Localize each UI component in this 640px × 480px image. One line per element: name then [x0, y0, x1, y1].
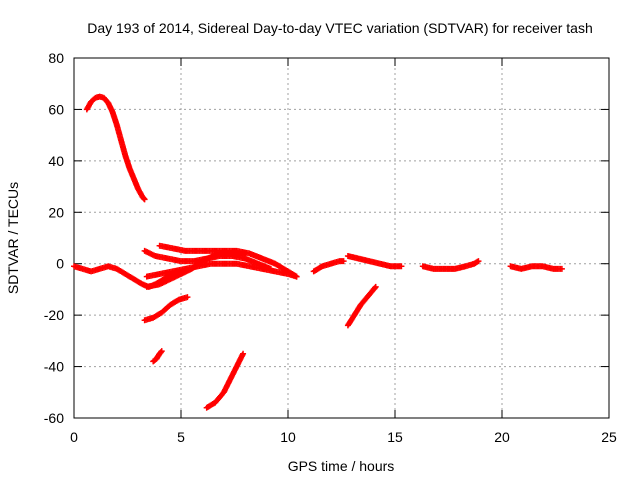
grid [74, 58, 609, 418]
series-arc-4 [156, 242, 300, 280]
y-tick-label: 0 [56, 256, 64, 272]
y-tick-label: 80 [48, 50, 64, 66]
data-point [340, 258, 347, 265]
series-arc-9 [203, 350, 247, 411]
y-tick-label: -40 [44, 359, 64, 375]
series-arc-1 [83, 93, 148, 203]
series-arc-13 [419, 258, 482, 272]
data-point [372, 283, 379, 290]
data-point [184, 294, 191, 301]
data-point [267, 265, 274, 272]
axis-ticks: 0 5 10 15 20 25 -60 -40 -20 0 20 40 60 80 [44, 50, 617, 445]
plot-frame [73, 57, 610, 419]
series-arc-11 [344, 253, 405, 270]
data-point [293, 273, 300, 280]
series-arc-8 [150, 348, 165, 365]
x-tick-label: 15 [387, 429, 403, 445]
chart-title: Day 193 of 2014, Sidereal Day-to-day VTE… [87, 20, 593, 36]
data-point [558, 265, 565, 272]
y-tick-label: 60 [48, 101, 64, 117]
x-tick-label: 10 [280, 429, 296, 445]
y-tick-label: -60 [44, 410, 64, 426]
series-arc-12 [344, 283, 379, 329]
data-point [240, 350, 247, 357]
data-point [475, 258, 482, 265]
series-arc-7 [141, 294, 191, 324]
data-point [398, 263, 405, 270]
x-axis-title: GPS time / hours [288, 458, 395, 474]
data-point [141, 196, 148, 203]
y-tick-label: -20 [44, 307, 64, 323]
x-tick-label: 25 [601, 429, 617, 445]
data-point [158, 348, 165, 355]
y-axis-title: SDTVAR / TECUs [5, 182, 21, 294]
series-arc-10 [310, 258, 347, 275]
series-arc-6 [141, 247, 274, 272]
series-arc-2 [71, 263, 184, 290]
data-markers [71, 93, 565, 411]
series-arc-14 [507, 263, 565, 272]
y-tick-label: 40 [48, 153, 64, 169]
x-tick-label: 20 [494, 429, 510, 445]
x-tick-label: 5 [177, 429, 185, 445]
x-tick-label: 0 [70, 429, 78, 445]
y-tick-label: 20 [48, 204, 64, 220]
